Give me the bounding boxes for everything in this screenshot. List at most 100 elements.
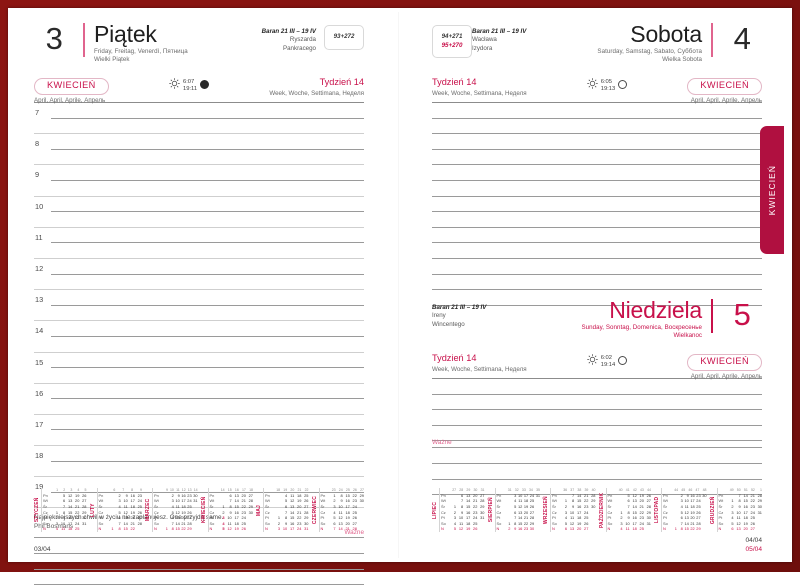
mini-day[interactable]: 9 [738,504,741,510]
mini-day[interactable]: 15 [632,509,637,515]
mini-day[interactable]: 11 [123,504,128,510]
mini-day[interactable]: 22 [523,520,529,526]
mini-day[interactable]: 3 [118,498,121,504]
mini-day[interactable]: 30 [480,509,485,515]
mini-day[interactable]: 19 [639,492,644,498]
mini-day[interactable]: 20 [639,498,644,504]
mini-day[interactable]: 24 [75,520,80,526]
mini-day[interactable]: 3 [333,504,336,510]
mini-day[interactable]: 5 [514,504,517,510]
mini-day[interactable]: 13 [289,504,295,510]
mini-day[interactable]: 23 [696,492,701,498]
mini-day[interactable]: 28 [591,492,596,498]
mini-day[interactable]: 27 [82,498,87,504]
mini-day[interactable]: 29 [591,498,596,504]
mini-day[interactable]: 10 [60,520,66,526]
mini-day[interactable]: 21 [584,492,589,498]
mini-day[interactable]: 28 [304,509,309,515]
mini-day[interactable]: 23 [750,504,755,510]
mini-day[interactable]: 5 [333,515,336,521]
mini-month[interactable]: SIERPIEŃ 31 32 33 34 35 Pn 3 10 17 24 31 Wt 4 11 18 25 Śr… [488,487,540,532]
mini-day[interactable]: 23 [75,515,80,521]
mini-day[interactable]: 25 [473,520,478,526]
mini-day[interactable]: 8 [572,498,575,504]
mini-day[interactable]: 31 [193,498,198,504]
mini-day[interactable]: 13 [684,515,689,521]
mini-day[interactable]: 29 [529,520,535,526]
mini-day[interactable] [357,526,364,532]
mini-day[interactable]: 11 [459,520,464,526]
mini-day[interactable]: 23 [523,526,529,532]
mini-day[interactable]: 16 [67,515,73,521]
mini-day[interactable]: 18 [181,504,186,510]
mini-day[interactable]: 3 [514,492,517,498]
mini-day[interactable]: 9 [340,498,343,504]
mini-day[interactable]: 15 [465,504,471,510]
mini-day[interactable]: 5 [222,526,225,532]
mini-day[interactable]: 2 [277,520,281,526]
mini-day[interactable]: 6 [333,520,336,526]
mini-day[interactable]: 5 [285,498,288,504]
mini-day[interactable]: 16 [632,515,637,521]
mini-day[interactable]: 3 [55,520,59,526]
writing-line[interactable] [432,150,762,166]
mini-day[interactable]: 17 [465,515,471,521]
mini-day[interactable]: 13 [632,498,637,504]
mini-day[interactable] [478,526,485,532]
mini-day[interactable]: 10 [338,504,343,510]
mini-day[interactable]: 1 [674,526,677,532]
mini-month[interactable]: LIPIEC 27 28 29 30 31 Pn 6 13 20 27 Wt 7 14 21 28 Śr 1 8 15… [432,487,485,532]
mini-day[interactable]: 11 [175,504,180,510]
mini-day[interactable]: 1 [165,526,168,532]
mini-day[interactable]: 26 [584,520,589,526]
mini-day[interactable]: 31 [757,509,762,515]
mini-day[interactable]: 27 [529,509,535,515]
mini-day[interactable]: 5 [564,520,568,526]
hour-row[interactable]: 15 [34,353,364,369]
mini-day[interactable] [701,526,706,532]
mini-day[interactable]: 1 [277,515,281,521]
mini-day[interactable]: 2 [620,515,623,521]
mini-day[interactable]: 19 [523,504,529,510]
half-hour-row[interactable] [34,368,364,384]
mini-day[interactable]: 9 [63,515,66,521]
mini-day[interactable]: 24 [297,526,302,532]
mini-day[interactable]: 19 [130,509,135,515]
mini-day[interactable]: 25 [187,504,192,510]
mini-day[interactable]: 10 [569,509,575,515]
mini-day[interactable]: 27 [352,520,357,526]
mini-day[interactable]: 16 [289,520,295,526]
mini-day[interactable]: 2 [508,526,511,532]
mini-day[interactable]: 2 [222,509,225,515]
half-hour-row[interactable] [34,399,364,415]
mini-day[interactable]: 13 [175,515,180,521]
mini-day[interactable]: 21 [241,498,246,504]
mini-day[interactable]: 28 [696,520,701,526]
mini-day[interactable]: 2 [118,492,121,498]
mini-day[interactable]: 23 [241,509,246,515]
mini-day[interactable]: 8 [171,526,174,532]
mini-day[interactable]: 25 [304,492,309,498]
mini-day[interactable]: 17 [690,498,695,504]
mini-day[interactable]: 22 [297,515,302,521]
mini-day[interactable]: 14 [123,520,128,526]
mini-day[interactable]: 14 [576,492,582,498]
mini-day[interactable]: 14 [175,520,180,526]
mini-day[interactable]: 1 [731,498,734,504]
mini-day[interactable]: 19 [690,509,695,515]
mini-day[interactable]: 10 [227,515,232,521]
sunday-lines[interactable] [432,379,762,442]
mini-day[interactable]: 14 [67,504,73,510]
hour-row[interactable]: 13 [34,290,364,306]
mini-day[interactable]: 8 [738,498,741,504]
mini-day[interactable]: 30 [304,520,309,526]
mini-day[interactable]: 9 [125,492,128,498]
mini-day[interactable]: 25 [529,498,535,504]
mini-day[interactable]: 15 [234,504,239,510]
mini-day[interactable]: 28 [480,498,485,504]
mini-day[interactable]: 7 [229,498,232,504]
mini-day[interactable]: 14 [465,498,471,504]
mini-day[interactable]: 15 [576,498,582,504]
mini-day[interactable]: 4 [453,520,457,526]
mini-day[interactable] [589,526,596,532]
